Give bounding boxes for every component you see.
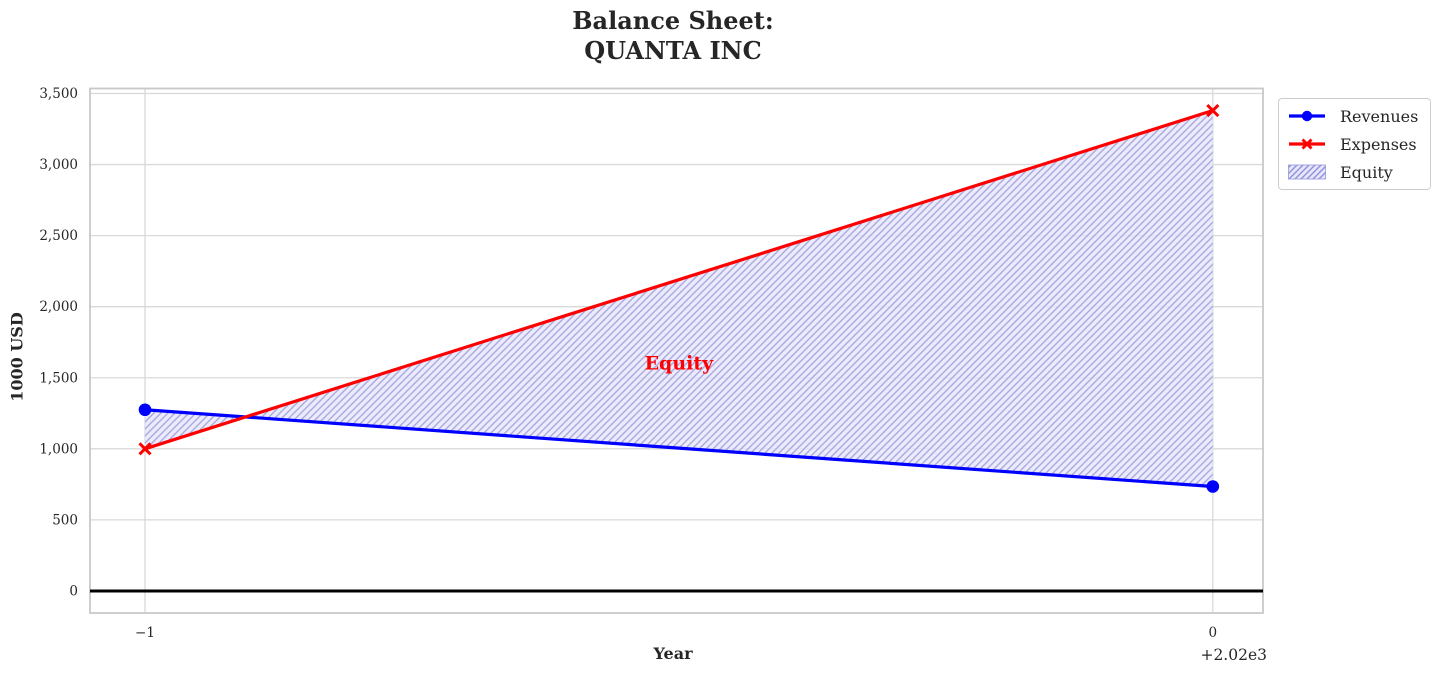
legend-item-revenues: Revenues <box>1287 102 1418 130</box>
y-tick-label: 1,000 <box>39 441 78 457</box>
y-tick-label: 2,000 <box>39 299 78 315</box>
legend-label-equity: Equity <box>1340 162 1393 182</box>
legend-label-revenues: Revenues <box>1340 106 1419 126</box>
legend-item-equity: Equity <box>1287 158 1418 186</box>
legend-item-expenses: Expenses <box>1287 130 1418 158</box>
equity-fill-hatch <box>144 110 1213 487</box>
y-tick-label: 1,500 <box>39 370 78 386</box>
axes-spines <box>89 87 1264 614</box>
y-tick-label: 2,500 <box>39 228 78 244</box>
chart-title: Balance Sheet: QUANTA INC <box>0 6 1346 66</box>
revenues-marker <box>138 403 152 417</box>
y-axis-label: 1000 USD <box>7 312 27 402</box>
x-axis-offset-label: +2.02e3 <box>1200 646 1267 664</box>
revenues-marker <box>1206 480 1220 493</box>
expenses-line-icon <box>1289 138 1325 150</box>
y-tick-label: 3,000 <box>39 157 78 173</box>
expenses-marker <box>1206 103 1220 118</box>
equity-annotation: Equity <box>645 353 715 375</box>
y-tick-label: 500 <box>52 512 78 528</box>
chart-legend: Revenues Expenses Equity <box>1278 98 1432 190</box>
expenses-line <box>144 109 1214 451</box>
x-axis-label: Year <box>653 644 693 663</box>
expenses-marker <box>138 442 152 456</box>
chart-title-line1: Balance Sheet: <box>572 6 774 35</box>
x-tick-label: 0 <box>1209 625 1218 641</box>
revenues-line-icon <box>1289 110 1325 122</box>
chart-title-line2: QUANTA INC <box>584 36 762 65</box>
legend-label-expenses: Expenses <box>1340 134 1417 154</box>
y-tick-label: 3,500 <box>39 86 78 102</box>
revenues-line <box>144 408 1213 489</box>
y-tick-label: 0 <box>69 583 78 599</box>
x-tick-label: −1 <box>135 625 155 641</box>
equity-patch-icon <box>1288 164 1326 180</box>
